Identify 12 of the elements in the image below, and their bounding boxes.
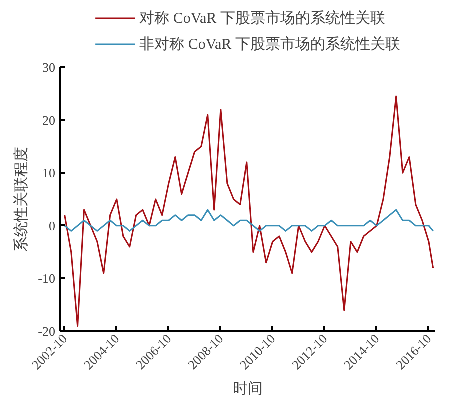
y-tick-label: 20 xyxy=(42,112,56,128)
legend-label: 对称 CoVaR 下股票市场的系统性关联 xyxy=(140,9,386,28)
y-tick-label: 0 xyxy=(49,218,56,234)
y-tick-label: -10 xyxy=(38,271,56,286)
y-axis-title: 系统性关联程度 xyxy=(13,147,30,252)
y-tick-label: 30 xyxy=(42,60,56,75)
line-series xyxy=(64,209,434,232)
x-axis-title: 时间 xyxy=(233,380,263,398)
y-tick-label: -20 xyxy=(38,324,56,339)
line-series xyxy=(64,96,434,327)
legend-label: 非对称 CoVaR 下股票市场的系统性关联 xyxy=(140,35,400,54)
y-tick-label: 10 xyxy=(42,166,56,181)
